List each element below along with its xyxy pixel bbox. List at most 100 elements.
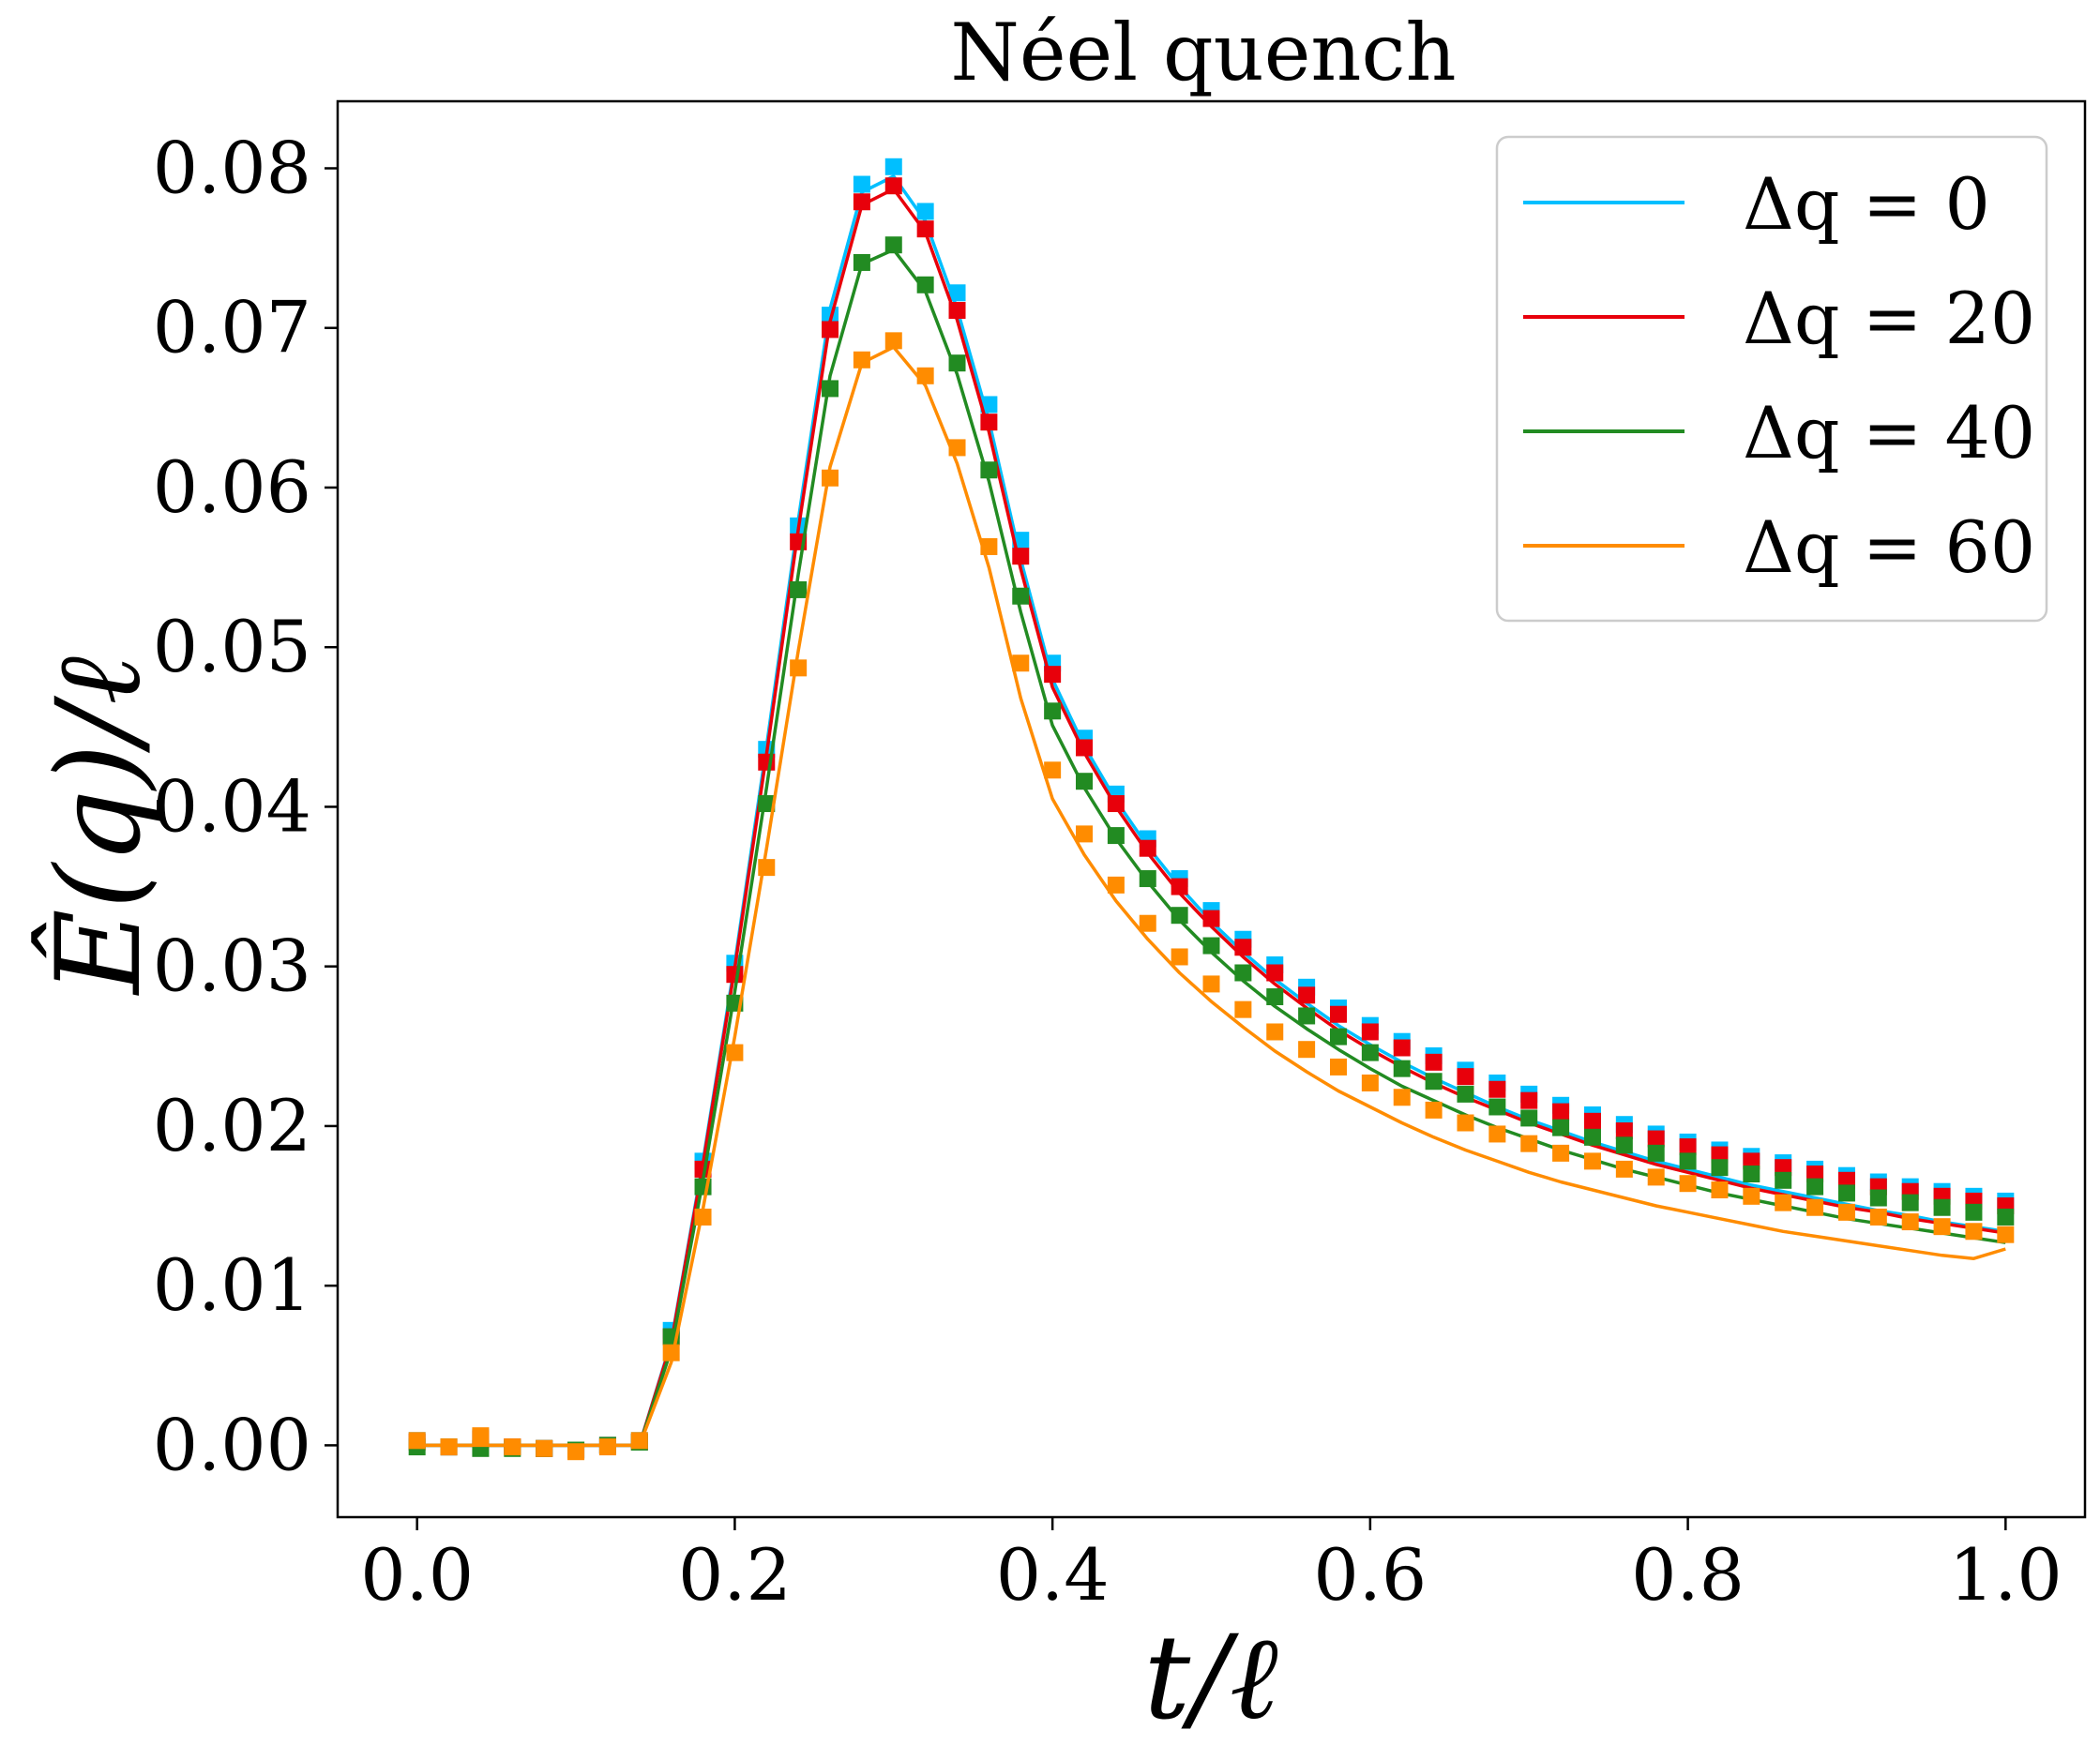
data-point [885,332,902,349]
data-point [1362,1023,1379,1040]
data-point [504,1438,521,1455]
data-point [1806,1179,1823,1196]
data-point [695,1209,712,1226]
data-point [1648,1145,1665,1162]
data-point [1426,1102,1443,1119]
data-point [1552,1104,1569,1121]
data-point [1711,1159,1728,1176]
x-tick-label: 0.6 [1313,1533,1427,1617]
data-point [1870,1190,1887,1207]
data-point [1266,1023,1283,1040]
data-point [1044,666,1061,683]
data-point [1552,1120,1569,1136]
data-point [1775,1195,1791,1211]
data-point [441,1438,458,1455]
data-point [1806,1199,1823,1216]
data-point [949,302,966,319]
data-point [1108,877,1125,894]
y-tick-label: 0.04 [153,764,311,848]
data-point [1362,1045,1379,1061]
data-point [1171,948,1188,965]
data-point [980,538,997,555]
x-tick-label: 0.2 [678,1533,792,1617]
data-point [1330,1029,1347,1045]
data-point [854,176,870,193]
data-point [1044,761,1061,778]
data-point [1680,1175,1697,1192]
data-point [1997,1226,2014,1243]
data-point [1203,938,1220,955]
data-point [1584,1129,1601,1146]
data-point [1457,1068,1473,1085]
data-point [1076,773,1093,790]
data-point [1648,1168,1665,1185]
data-point [567,1443,584,1460]
data-point [1330,1006,1347,1023]
data-point [409,1432,426,1449]
data-point [1362,1075,1379,1091]
data-point [1775,1172,1791,1189]
data-point [1171,907,1188,924]
data-point [1012,654,1029,671]
data-point [726,966,743,983]
data-point [1394,1040,1411,1057]
data-point [1108,795,1125,812]
y-axis: 0.00 0.01 0.02 0.03 0.04 0.05 0.06 0.07 0.08 [153,126,338,1486]
data-point [472,1427,489,1444]
data-point [917,203,934,219]
data-point [1426,1073,1443,1090]
x-tick-label: 1.0 [1949,1533,2062,1617]
data-point [1616,1122,1633,1139]
data-point [854,352,870,369]
data-point [1616,1136,1633,1153]
x-axis: 0.0 0.2 0.4 0.6 0.8 1.0 [360,1517,2062,1617]
x-tick-label: 0.4 [996,1533,1110,1617]
data-point [1616,1161,1633,1178]
data-point [949,284,966,301]
data-point [980,414,997,430]
x-axis-label: t/ℓ [1143,1611,1278,1746]
data-point [1965,1204,1982,1221]
y-tick-label: 0.07 [153,286,311,369]
data-point [1520,1136,1537,1152]
data-point [1965,1223,1982,1240]
data-point [1266,988,1283,1005]
data-point [758,859,775,876]
y-tick-label: 0.06 [153,445,311,529]
data-point [1234,964,1251,981]
data-point [1203,910,1220,927]
data-point [822,321,838,338]
data-point [1234,939,1251,955]
data-point [822,470,838,487]
data-point [1584,1152,1601,1169]
legend-label: Δq = 60 [1743,505,2035,589]
data-point [917,220,934,237]
data-point [1108,827,1125,844]
data-point [790,581,807,598]
legend: Δq = 0Δq = 20Δq = 40Δq = 60 [1497,137,2047,621]
data-point [1838,1204,1855,1221]
data-point [885,236,902,253]
data-point [1140,870,1156,887]
data-point [790,659,807,676]
data-point [854,254,870,271]
x-tick-label: 0.0 [360,1533,474,1617]
data-point [1680,1152,1697,1169]
data-point [1488,1081,1505,1098]
y-axis-label: Ê(q)/ℓ [31,656,167,996]
legend-label: Δq = 20 [1743,277,2035,360]
y-tick-label: 0.03 [153,925,311,1008]
data-point [1520,1109,1537,1126]
data-point [1552,1145,1569,1162]
data-point [663,1345,680,1361]
data-point [1234,1001,1251,1018]
data-point [1394,1061,1411,1077]
y-tick-label: 0.08 [153,126,311,209]
data-point [599,1438,616,1455]
data-point [1680,1138,1697,1155]
data-point [1457,1086,1473,1103]
data-point [1076,739,1093,756]
data-point [1838,1184,1855,1201]
data-point [1203,975,1220,992]
data-point [1743,1188,1760,1205]
